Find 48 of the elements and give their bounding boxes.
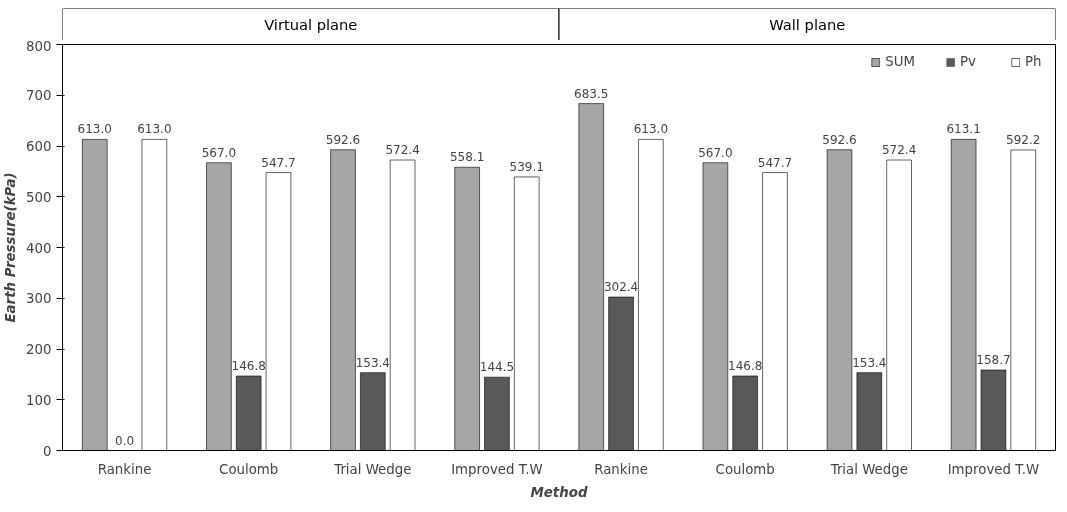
- data-label: 592.6: [822, 132, 857, 147]
- data-label: 153.4: [355, 355, 390, 370]
- data-label: 567.0: [201, 145, 237, 160]
- data-label: 547.7: [261, 155, 296, 170]
- legend-label: Ph: [1025, 54, 1043, 69]
- data-label: 592.6: [325, 132, 361, 147]
- y-tick-label: 300: [26, 291, 52, 307]
- y-tick-label: 400: [26, 240, 52, 256]
- data-label: 146.8: [728, 359, 763, 373]
- data-label: 613.0: [137, 122, 172, 137]
- x-tick-label: Improved T.W: [947, 461, 1040, 477]
- legend-label: SUM: [885, 54, 915, 69]
- data-label: 146.8: [231, 359, 266, 373]
- x-tick-label: Rankine: [594, 461, 648, 477]
- x-tick-label: Improved T.W: [451, 461, 543, 477]
- data-label: 567.0: [698, 145, 733, 160]
- data-label: 547.7: [757, 155, 793, 170]
- data-label: 144.5: [479, 360, 515, 375]
- y-tick-label: 100: [26, 392, 52, 408]
- data-label: 613.1: [946, 122, 981, 137]
- x-tick-label: Coulomb: [715, 461, 775, 477]
- data-label: 683.5: [574, 86, 609, 101]
- legend-label: Pv: [960, 54, 977, 69]
- y-tick-label: 600: [26, 139, 52, 154]
- data-label: 0.0: [115, 433, 135, 448]
- x-tick-label: Rankine: [97, 461, 152, 477]
- data-label: 572.4: [385, 143, 420, 158]
- data-label: 153.4: [852, 355, 887, 370]
- x-tick-label: Trial Wedge: [829, 461, 908, 477]
- data-label: 592.2: [1006, 132, 1041, 147]
- y-tick-label: 800: [26, 38, 52, 54]
- data-label: 613.0: [77, 122, 112, 137]
- y-tick-label: 500: [26, 189, 52, 205]
- y-tick-label: 200: [26, 342, 52, 357]
- data-label: 613.0: [633, 122, 669, 137]
- data-label: 572.4: [881, 143, 917, 158]
- data-label: 302.4: [603, 280, 639, 295]
- x-tick-label: Coulomb: [219, 461, 279, 477]
- y-tick-label: 700: [26, 88, 52, 104]
- text: Virtual plane: [264, 16, 358, 33]
- data-label: 158.7: [976, 352, 1011, 367]
- y-axis-title: Earth Pressure(kPa): [3, 172, 19, 323]
- data-label: 558.1: [449, 150, 485, 165]
- x-axis-title: Method: [530, 484, 588, 500]
- x-tick-label: Trial Wedge: [333, 461, 412, 477]
- data-label: 539.1: [509, 159, 544, 174]
- text: Wall plane: [769, 16, 846, 33]
- y-tick-label: 0: [43, 443, 52, 459]
